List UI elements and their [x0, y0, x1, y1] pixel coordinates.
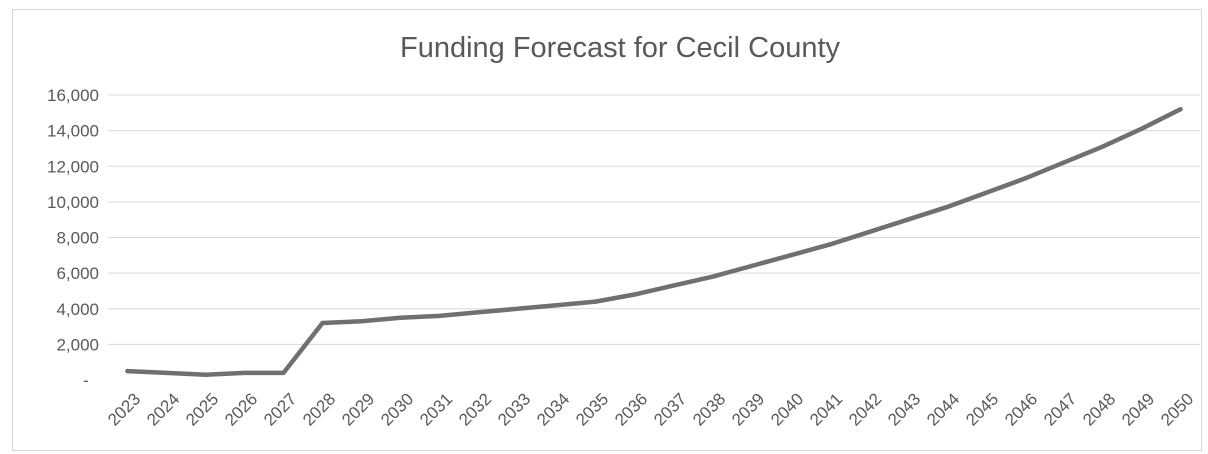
y-tick-label: 16,000: [47, 86, 99, 105]
x-tick-label: 2039: [728, 389, 768, 429]
x-tick-label: 2040: [767, 389, 807, 429]
data-point: [710, 274, 715, 279]
x-tick-label: 2028: [299, 389, 339, 429]
y-tick-label: -: [83, 371, 89, 390]
data-point: [1100, 144, 1105, 149]
chart-title: Funding Forecast for Cecil County: [400, 32, 841, 64]
x-tick-label: 2045: [962, 389, 1002, 429]
y-tick-label: 4,000: [56, 300, 99, 319]
y-tick-label: 10,000: [47, 193, 99, 212]
y-tick-label: 12,000: [47, 157, 99, 176]
data-point: [944, 205, 949, 210]
data-point: [398, 315, 403, 320]
x-tick-label: 2036: [611, 389, 651, 429]
x-tick-label: 2033: [494, 389, 534, 429]
x-tick-label: 2038: [689, 389, 729, 429]
x-tick-label: 2043: [884, 389, 924, 429]
data-point: [1178, 107, 1183, 112]
gridlines: [108, 94, 1200, 345]
data-point: [1139, 126, 1144, 132]
data-point: [671, 283, 676, 288]
data-point: [320, 320, 325, 326]
data-point: [164, 370, 169, 376]
x-tick-label: 2044: [923, 389, 963, 429]
x-tick-label: 2041: [806, 389, 846, 429]
x-tick-label: 2023: [104, 389, 144, 429]
data-point: [359, 319, 364, 324]
x-tick-label: 2037: [650, 389, 690, 429]
x-tick-label: 2049: [1118, 389, 1158, 429]
data-point: [788, 253, 793, 258]
y-tick-label: 2,000: [56, 335, 99, 354]
x-tick-label: 2031: [416, 389, 456, 429]
y-tick-label: 6,000: [56, 264, 99, 283]
x-tick-label: 2035: [572, 389, 612, 429]
data-point: [476, 310, 481, 315]
y-tick-label: 8,000: [56, 229, 99, 248]
x-tick-label: 2026: [221, 389, 261, 429]
y-axis-ticks: - 2,000 4,000 6,000 8,000 10,000 12,000 14,000 1…: [47, 86, 99, 390]
data-point: [749, 263, 754, 269]
x-tick-label: 2034: [533, 389, 573, 429]
x-tick-label: 2050: [1157, 389, 1197, 429]
data-point: [905, 217, 910, 222]
data-point: [281, 370, 286, 376]
data-point: [203, 372, 208, 377]
x-tick-label: 2025: [182, 389, 222, 429]
x-tick-label: 2032: [455, 389, 495, 429]
data-point: [1061, 160, 1066, 165]
x-tick-label: 2048: [1079, 389, 1119, 429]
series-layer: [125, 107, 1183, 377]
x-tick-label: 2047: [1040, 389, 1080, 429]
data-point: [983, 190, 988, 196]
x-tick-label: 2030: [377, 389, 417, 429]
x-axis-ticks: 2023202420252026202720282029203020312032…: [104, 389, 1197, 429]
y-tick-label: 14,000: [47, 122, 99, 141]
data-point: [437, 313, 442, 319]
x-tick-label: 2029: [338, 389, 378, 429]
data-point: [827, 242, 832, 247]
data-point: [554, 302, 559, 308]
chart-frame: [12, 9, 1202, 451]
data-point: [593, 299, 598, 304]
data-point: [1022, 176, 1027, 181]
x-tick-label: 2042: [845, 389, 885, 429]
data-point: [866, 229, 871, 235]
series-line: [125, 107, 1183, 377]
data-point: [515, 306, 520, 311]
data-point: [125, 368, 130, 374]
data-point: [632, 292, 637, 297]
x-tick-label: 2024: [143, 389, 183, 429]
data-point: [242, 370, 247, 376]
x-tick-label: 2046: [1001, 389, 1041, 429]
x-tick-label: 2027: [260, 389, 300, 429]
